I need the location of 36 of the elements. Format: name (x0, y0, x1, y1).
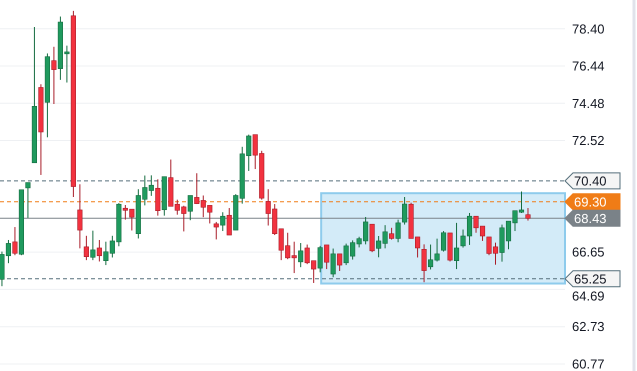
candlestick (440, 230, 446, 252)
candlestick (84, 235, 89, 261)
ref-line-label: 68.43 (574, 210, 607, 226)
candlestick (330, 248, 336, 278)
ref-line-label: 69.30 (574, 194, 607, 210)
y-tick-label: 78.40 (572, 21, 605, 36)
y-tick-label: 62.73 (572, 319, 605, 334)
candlestick (226, 208, 232, 236)
candlestick (96, 239, 102, 262)
candlestick (324, 244, 330, 270)
y-tick-label: 76.44 (572, 58, 605, 74)
candlestick (454, 222, 460, 270)
candlestick (337, 253, 342, 272)
candlestick (389, 227, 394, 240)
ref-line-label: 65.25 (574, 271, 607, 286)
candlestick (51, 46, 56, 105)
y-tick-label: 60.77 (572, 356, 605, 371)
candlestick (90, 230, 96, 261)
candlestick (402, 196, 408, 226)
y-tick-label: 72.52 (572, 133, 605, 148)
candlestick (12, 226, 18, 256)
candlestick (318, 245, 323, 273)
ref-line-label: 70.40 (574, 173, 607, 188)
candlestick (77, 184, 82, 249)
y-tick-label: 66.65 (572, 244, 605, 260)
candlestick (422, 244, 427, 283)
candlestick (155, 178, 160, 216)
y-tick-label: 64.69 (572, 288, 605, 304)
candlestick (220, 212, 226, 232)
candlestick (25, 182, 30, 218)
y-tick-label: 74.48 (572, 96, 605, 111)
candlestick (525, 208, 531, 222)
candlestick (188, 194, 193, 221)
candlestick (214, 221, 219, 240)
candlestick (298, 242, 304, 268)
candlestick (396, 219, 401, 243)
